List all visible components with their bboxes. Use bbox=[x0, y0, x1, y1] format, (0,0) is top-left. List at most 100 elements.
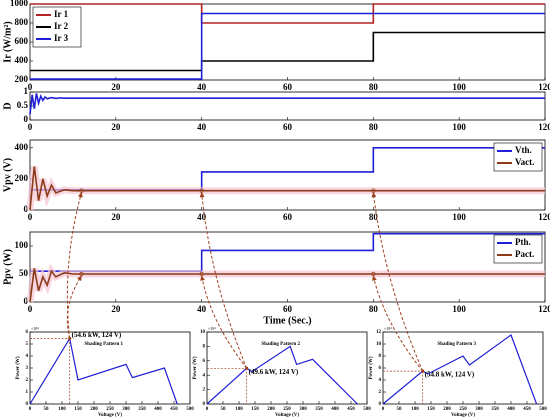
y-tick-label: 8 bbox=[203, 345, 206, 350]
operating-point bbox=[79, 271, 84, 277]
x-tick-label: 40 bbox=[197, 122, 207, 132]
connector-arrow bbox=[66, 192, 83, 339]
x-axis-label: Voltage (V) bbox=[275, 413, 299, 418]
x-axis-label: Time (Sec.) bbox=[263, 315, 311, 326]
y-tick-label: 100 bbox=[15, 240, 29, 250]
x-tick-label: 120 bbox=[538, 212, 550, 222]
y-tick-label: 0 bbox=[379, 402, 382, 407]
y-tick-label: 4 bbox=[26, 354, 29, 359]
y-tick-label: 2 bbox=[26, 378, 29, 383]
x-tick-label: 300 bbox=[299, 407, 307, 412]
y-tick-label: 0 bbox=[24, 296, 29, 306]
y-tick-label: 0 bbox=[203, 402, 206, 407]
connector-arrow bbox=[371, 275, 424, 372]
y-axis-label: D bbox=[2, 102, 13, 109]
x-tick-label: 120 bbox=[538, 304, 550, 314]
y-tick-label: 2 bbox=[379, 390, 382, 395]
x-tick-label: 100 bbox=[411, 407, 419, 412]
x-tick-label: 80 bbox=[369, 82, 379, 92]
series-line bbox=[30, 12, 545, 80]
y-tick-label: 1 bbox=[24, 86, 29, 96]
operating-point bbox=[371, 188, 376, 193]
plot-frame bbox=[29, 139, 546, 211]
y-tick-label: 600 bbox=[15, 36, 29, 46]
x-tick-label: 50 bbox=[397, 407, 403, 412]
peak-annotation: (54.6 kW, 124 V) bbox=[72, 331, 122, 339]
series-line bbox=[29, 166, 545, 211]
x-tick-label: 350 bbox=[491, 407, 499, 412]
x-tick-label: 150 bbox=[74, 407, 82, 412]
operating-point bbox=[371, 271, 376, 277]
x-tick-label: 450 bbox=[347, 407, 355, 412]
legend-label: Pth. bbox=[515, 237, 531, 247]
x-tick-label: 40 bbox=[197, 82, 207, 92]
x-tick-label: 80 bbox=[369, 122, 379, 132]
y-tick-label: 400 bbox=[15, 55, 29, 65]
x-tick-label: 400 bbox=[331, 407, 339, 412]
legend-label: Vact. bbox=[515, 157, 534, 167]
x-tick-label: 0 bbox=[28, 212, 33, 222]
x-tick-label: 20 bbox=[111, 122, 121, 132]
x-tick-label: 100 bbox=[235, 407, 243, 412]
series-line bbox=[30, 3, 545, 24]
x-tick-label: 450 bbox=[170, 407, 178, 412]
legend-label: Vth. bbox=[515, 145, 532, 155]
series-line bbox=[29, 93, 545, 115]
y-axis-label: Power (W) bbox=[193, 356, 198, 379]
x-axis-label: Voltage (V) bbox=[98, 413, 122, 418]
x-tick-label: 40 bbox=[197, 304, 207, 314]
x-tick-label: 120 bbox=[538, 82, 550, 92]
x-tick-label: 60 bbox=[283, 212, 293, 222]
operating-point bbox=[199, 271, 204, 277]
x-tick-label: 80 bbox=[369, 212, 379, 222]
operating-point bbox=[79, 188, 84, 193]
y-multiplier: ×10⁴ bbox=[31, 326, 39, 331]
connector-arrow bbox=[200, 275, 248, 369]
connector-arrow bbox=[66, 275, 82, 339]
x-tick-label: 400 bbox=[507, 407, 515, 412]
subplot-title: Shading Pattern 2 bbox=[261, 342, 300, 347]
x-tick-label: 100 bbox=[452, 304, 466, 314]
x-tick-label: 250 bbox=[106, 407, 114, 412]
plot-frame bbox=[206, 331, 368, 405]
x-tick-label: 20 bbox=[111, 212, 121, 222]
y-tick-label: 0 bbox=[26, 402, 29, 407]
x-tick-label: 200 bbox=[90, 407, 98, 412]
x-tick-label: 0 bbox=[382, 407, 385, 412]
y-tick-label: 6 bbox=[379, 366, 382, 371]
x-tick-label: 400 bbox=[154, 407, 162, 412]
y-tick-label: 1 bbox=[26, 390, 29, 395]
x-tick-label: 0 bbox=[28, 82, 33, 92]
x-tick-label: 120 bbox=[538, 122, 550, 132]
x-tick-label: 500 bbox=[539, 407, 547, 412]
series-line bbox=[30, 31, 545, 72]
x-axis-label: Voltage (V) bbox=[451, 413, 475, 418]
y-tick-label: 12 bbox=[376, 330, 382, 335]
x-tick-label: 300 bbox=[122, 407, 130, 412]
legend-box bbox=[493, 142, 543, 172]
x-tick-label: 60 bbox=[283, 82, 293, 92]
operating-point bbox=[199, 188, 204, 193]
x-tick-label: 50 bbox=[44, 407, 50, 412]
y-multiplier: ×10⁴ bbox=[384, 326, 392, 331]
peak-annotation: (54.8 kW, 124 V) bbox=[425, 371, 475, 379]
x-tick-label: 40 bbox=[197, 212, 207, 222]
x-tick-label: 60 bbox=[283, 304, 293, 314]
y-tick-label: 10 bbox=[200, 330, 206, 335]
y-tick-label: 0 bbox=[24, 114, 29, 124]
legend-box bbox=[493, 234, 543, 264]
x-tick-label: 80 bbox=[369, 304, 379, 314]
x-tick-label: 300 bbox=[475, 407, 483, 412]
y-tick-label: 3 bbox=[26, 366, 29, 371]
x-tick-label: 350 bbox=[315, 407, 323, 412]
x-tick-label: 0 bbox=[29, 407, 32, 412]
plot-frame bbox=[29, 231, 546, 303]
x-tick-label: 200 bbox=[443, 407, 451, 412]
y-tick-label: 1000 bbox=[10, 0, 29, 8]
x-tick-label: 150 bbox=[251, 407, 259, 412]
subplot-title: Shading Pattern 1 bbox=[84, 342, 123, 347]
plot-frame bbox=[29, 3, 546, 81]
x-tick-label: 450 bbox=[523, 407, 531, 412]
x-tick-label: 500 bbox=[363, 407, 371, 412]
